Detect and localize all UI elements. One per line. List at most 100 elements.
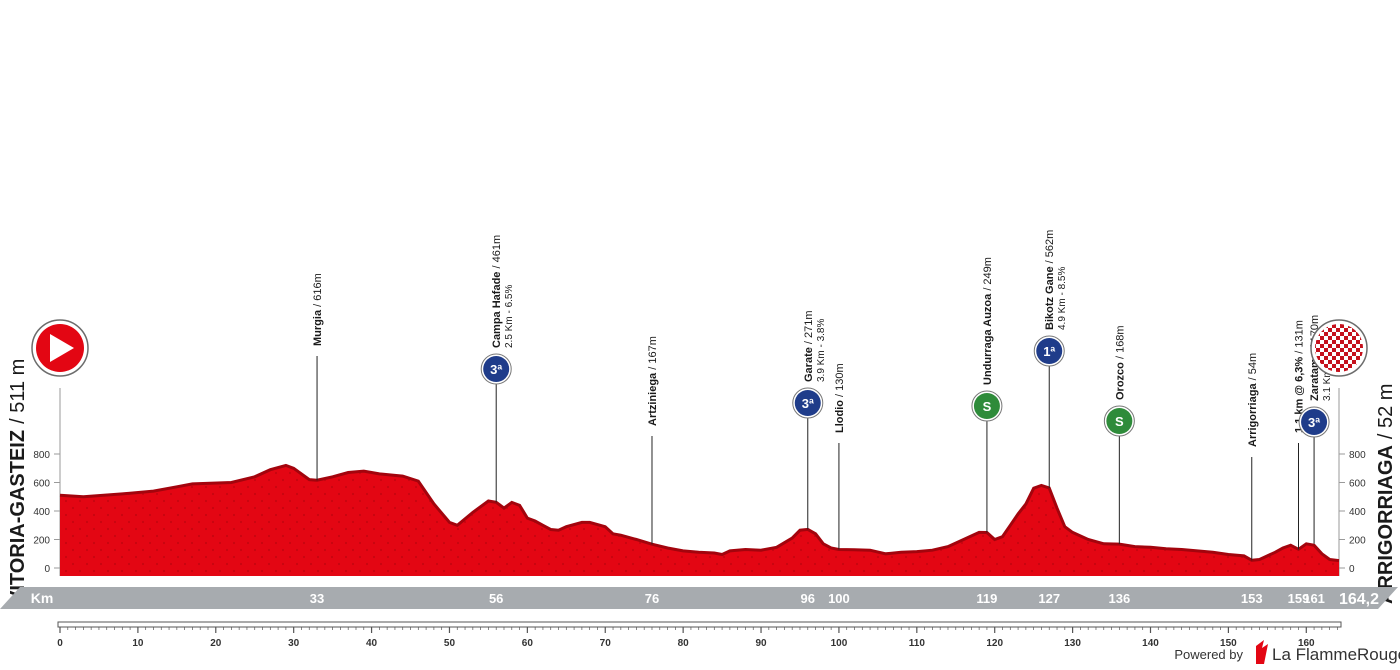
waypoint-climb-stats: 2.5 Km - 6.5% bbox=[504, 285, 515, 348]
x-tick-label: 110 bbox=[909, 638, 926, 649]
badge-text: 1ª bbox=[1043, 344, 1055, 359]
right-y-tick-label: 0 bbox=[1349, 564, 1355, 575]
left-y-tick-label: 800 bbox=[33, 450, 50, 461]
total-km: 164,2 bbox=[1339, 591, 1379, 608]
left-y-axis: 0 200 400 600 800 bbox=[33, 388, 61, 576]
finish-name: ARRIGORRIAGA bbox=[1375, 445, 1397, 604]
finish-label: ARRIGORRIAGA / 52 m bbox=[1375, 384, 1397, 604]
waypoint-name: Bikotz Gane bbox=[1044, 266, 1056, 330]
right-y-tick-label: 400 bbox=[1349, 507, 1366, 518]
waypoint-elevation: / 167m bbox=[647, 336, 659, 373]
brand-name: La FlammeRouge bbox=[1272, 645, 1400, 664]
waypoint-climb-stats: 3.9 Km - 3.8% bbox=[816, 319, 827, 382]
sprint-icon: S bbox=[971, 390, 1003, 422]
x-tick-label: 20 bbox=[210, 638, 222, 649]
waypoint-name: Llodio bbox=[834, 400, 846, 433]
waypoint-label: Bikotz Gane / 562m bbox=[1044, 230, 1056, 330]
x-axis: 0 10 20 30 40 50 60 70 80 90 100 110 120 130 140 150 160 bbox=[57, 621, 1342, 649]
right-y-tick-label: 200 bbox=[1349, 536, 1366, 547]
x-tick-label: 0 bbox=[57, 638, 63, 649]
waypoint-elevation: / 249m bbox=[982, 257, 994, 294]
waypoint-label: Arrigorriaga / 54m bbox=[1247, 353, 1259, 447]
left-y-tick-label: 400 bbox=[33, 507, 50, 518]
waypoint-label: Campa Hafade / 461m bbox=[491, 235, 503, 348]
waypoint-label: Llodio / 130m bbox=[834, 363, 846, 433]
powered-by-text: Powered by bbox=[1174, 647, 1243, 662]
x-tick-label: 140 bbox=[1142, 638, 1159, 649]
climb-category-icon: 1ª bbox=[1033, 335, 1065, 367]
km-marker: 119 bbox=[976, 591, 997, 606]
badge-text: 3ª bbox=[1308, 415, 1320, 430]
waypoint: 3ª Garate / 271m 3.9 Km - 3.8% bbox=[792, 310, 827, 530]
badge-text: 3ª bbox=[802, 396, 814, 411]
x-tick-label: 130 bbox=[1064, 638, 1081, 649]
x-tick-label: 40 bbox=[366, 638, 378, 649]
waypoint: Artziniega / 167m bbox=[647, 336, 659, 545]
waypoint-elevation: / 562m bbox=[1044, 230, 1056, 267]
flame-icon bbox=[1256, 640, 1268, 664]
waypoint-label: Garate / 271m bbox=[803, 310, 815, 382]
x-tick-label: 30 bbox=[288, 638, 300, 649]
climb-category-icon: 3ª bbox=[792, 387, 824, 419]
waypoint-label: Undurraga Auzoa / 249m bbox=[982, 257, 994, 385]
waypoint-elevation: / 461m bbox=[491, 235, 503, 272]
start-elevation: / 511 m bbox=[7, 359, 29, 424]
x-tick-label: 70 bbox=[600, 638, 612, 649]
km-marker: 33 bbox=[310, 591, 324, 606]
climb-category-icon: 3ª bbox=[1298, 406, 1330, 438]
waypoint-label: Orozco / 168m bbox=[1114, 325, 1126, 400]
km-marker: 159 bbox=[1288, 591, 1310, 606]
waypoint-elevation: / 168m bbox=[1114, 325, 1126, 362]
start-label: VITORIA-GASTEIZ / 511 m bbox=[7, 359, 29, 604]
km-marker: 56 bbox=[489, 591, 503, 606]
km-marker: 136 bbox=[1108, 591, 1130, 606]
waypoint: Arrigorriaga / 54m bbox=[1247, 353, 1259, 561]
waypoint-name: Campa Hafade bbox=[491, 272, 503, 348]
elevation-profile bbox=[59, 463, 1340, 576]
waypoint-name: Murgia bbox=[312, 309, 324, 346]
x-tick-label: 120 bbox=[986, 638, 1003, 649]
x-tick-label: 50 bbox=[444, 638, 456, 649]
waypoint-name: Garate bbox=[803, 347, 815, 382]
x-tick-label: 90 bbox=[755, 638, 767, 649]
waypoint: 1.1 km @ 6,3% / 131m bbox=[1293, 320, 1305, 550]
km-label: Km bbox=[31, 590, 54, 606]
left-y-tick-label: 600 bbox=[33, 479, 50, 490]
km-marker: 76 bbox=[645, 591, 659, 606]
start-name: VITORIA-GASTEIZ bbox=[7, 430, 29, 604]
x-tick-label: 60 bbox=[522, 638, 534, 649]
waypoint-climb-stats: 4.9 Km - 8.5% bbox=[1057, 267, 1068, 330]
x-tick-label: 80 bbox=[678, 638, 690, 649]
waypoint: Murgia / 616m bbox=[312, 273, 324, 481]
waypoint-name: Undurraga Auzoa bbox=[982, 293, 994, 385]
waypoint-label: Artziniega / 167m bbox=[647, 336, 659, 426]
waypoint: S Undurraga Auzoa / 249m bbox=[971, 257, 1003, 533]
x-tick-label: 10 bbox=[132, 638, 144, 649]
waypoint-name: Arrigorriaga bbox=[1247, 383, 1259, 447]
waypoint-name: Artziniega bbox=[647, 372, 659, 426]
waypoint: Llodio / 130m bbox=[834, 363, 846, 550]
badge-text: S bbox=[1115, 414, 1124, 429]
x-tick-label: 100 bbox=[831, 638, 848, 649]
start-icon bbox=[31, 319, 89, 377]
km-marker: 153 bbox=[1241, 591, 1263, 606]
km-marker: 100 bbox=[828, 591, 850, 606]
km-marker: 96 bbox=[801, 591, 815, 606]
km-marker: 161 bbox=[1303, 591, 1325, 606]
right-y-tick-label: 800 bbox=[1349, 450, 1366, 461]
profile-ridge bbox=[59, 463, 1340, 563]
waypoint-name: Orozco bbox=[1114, 362, 1126, 400]
waypoint-elevation: / 131m bbox=[1293, 320, 1305, 357]
climb-category-icon: 3ª bbox=[480, 353, 512, 385]
left-y-tick-label: 200 bbox=[33, 536, 50, 547]
profile-texture bbox=[60, 465, 1339, 576]
waypoint: S Orozco / 168m bbox=[1103, 325, 1135, 545]
badge-text: S bbox=[983, 399, 992, 414]
x-tick-label: 160 bbox=[1298, 638, 1315, 649]
waypoint-elevation: / 54m bbox=[1247, 353, 1259, 384]
left-y-tick-label: 0 bbox=[44, 564, 50, 575]
finish-flag-icon bbox=[1310, 319, 1368, 377]
